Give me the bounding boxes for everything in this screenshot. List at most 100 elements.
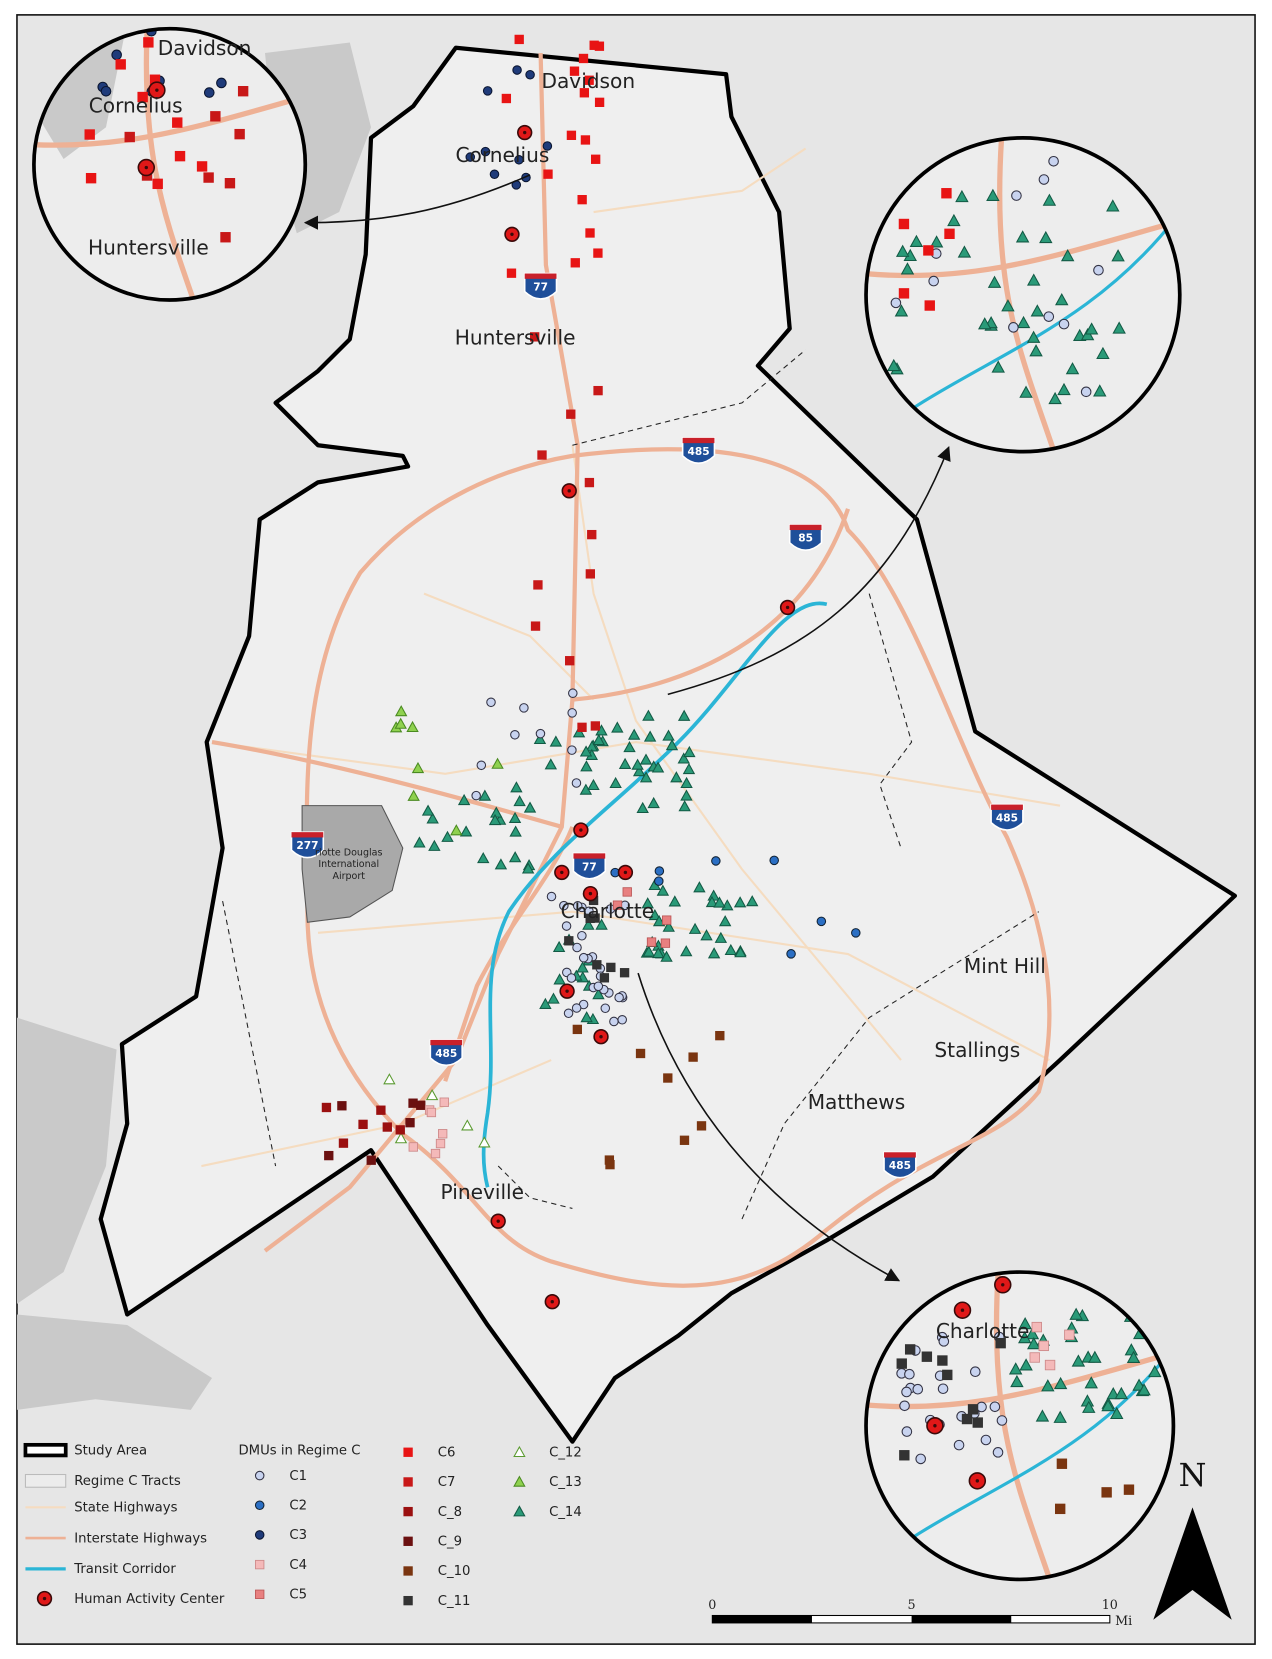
dmu-marker (542, 141, 553, 151)
dmu-marker (544, 758, 558, 770)
dmu-marker (593, 385, 603, 396)
dmu-marker (904, 1368, 915, 1380)
dmu-marker (579, 745, 593, 757)
dmu-marker (622, 887, 632, 897)
dmu-marker (382, 1122, 392, 1132)
dmu-marker (680, 776, 693, 789)
dmu-marker (566, 130, 577, 140)
dmu-marker (942, 1369, 953, 1381)
dmu-marker (733, 896, 747, 908)
dmu-marker (403, 1595, 413, 1606)
shield-top (789, 524, 822, 531)
dmu-marker (631, 758, 644, 770)
dmu-marker (895, 244, 910, 257)
interstate-shield: 485 (990, 803, 1024, 831)
shield-shape (788, 523, 823, 551)
dmu-marker (395, 1125, 405, 1135)
dmu-marker (152, 178, 163, 190)
legend-label: C3 (289, 1528, 307, 1543)
dmu-marker (480, 146, 491, 157)
dmu-marker (619, 968, 630, 978)
shield-label: 277 (296, 840, 318, 852)
dmu-marker (662, 915, 672, 925)
dmu-marker (1038, 174, 1050, 185)
dmu-marker (967, 1404, 979, 1415)
activity-center-dot (560, 870, 564, 875)
dmu-marker (494, 858, 508, 870)
dmu-marker (707, 947, 721, 959)
dmu-marker (530, 621, 541, 631)
dmu-marker (898, 288, 910, 299)
dmu-marker (174, 150, 186, 162)
place-label: Mint Hill (964, 954, 1046, 978)
activity-center-dot (510, 232, 514, 237)
inset-border (864, 135, 1182, 454)
dmu-marker (682, 762, 696, 775)
dmu-marker (1065, 362, 1080, 375)
dmu-marker (662, 920, 675, 932)
dmu-marker (1137, 1383, 1151, 1396)
inset-circle (866, 1272, 1174, 1580)
inset-border (32, 26, 308, 302)
dmu-marker (887, 358, 901, 372)
place-label: Pineville (441, 1180, 525, 1204)
legend-label: C_14 (549, 1505, 582, 1520)
dmu-marker (643, 730, 657, 742)
dmu-marker (924, 300, 935, 311)
dmu-marker (660, 938, 671, 948)
activity-center-dot (623, 870, 628, 875)
dmu-marker (1101, 1487, 1112, 1498)
legend-label: C_13 (549, 1475, 582, 1490)
dmu-marker (1084, 1376, 1098, 1389)
dmu-marker (679, 1135, 690, 1145)
dmu-marker (85, 172, 97, 184)
dmu-marker (1106, 199, 1120, 212)
dmu-marker (639, 753, 653, 765)
dmu-marker (1112, 321, 1126, 334)
inset-content (866, 137, 1180, 452)
dmu-marker (896, 1358, 907, 1369)
dmu-marker (955, 189, 969, 203)
dmu-marker (590, 721, 601, 731)
dmu-marker (923, 245, 934, 256)
dmu-marker (683, 745, 696, 758)
dmu-marker (579, 88, 590, 98)
dmu-marker (1082, 1400, 1096, 1413)
dmu-marker (1109, 1406, 1124, 1420)
dmu-marker (394, 1132, 408, 1144)
dmu-marker (961, 1413, 973, 1425)
dmu-marker (435, 1138, 446, 1149)
dmu-marker (904, 1344, 916, 1355)
interstate (997, 137, 1058, 452)
interstate (33, 87, 306, 148)
dmu-marker (403, 1536, 413, 1546)
shield-top (991, 804, 1023, 810)
dmu-marker (587, 529, 597, 540)
dmu-marker (1008, 1362, 1023, 1375)
dmu-marker (614, 992, 624, 1003)
dmu-marker (696, 1121, 707, 1131)
dmu-marker (921, 1351, 933, 1362)
activity-center-dot (599, 1035, 603, 1039)
dmu-marker (1088, 1350, 1102, 1363)
scale-label: 5 (908, 1597, 916, 1612)
legend-swatch (24, 1473, 67, 1488)
dmu-marker (713, 896, 726, 908)
dmu-marker (224, 178, 236, 189)
dmu-marker (578, 952, 589, 963)
dmu-marker (612, 900, 623, 910)
dmu-marker (461, 1119, 474, 1131)
dmu-marker (510, 781, 523, 793)
legend-label: C6 (438, 1445, 456, 1460)
dmu-marker (403, 1506, 413, 1517)
dmu-marker (894, 304, 909, 317)
dmu-marker (1069, 1307, 1083, 1320)
dmu-marker (1016, 315, 1031, 329)
shield-shape (681, 437, 716, 465)
dmu-marker (416, 1100, 426, 1110)
dmu-marker (255, 1559, 265, 1570)
shield-label: 77 (533, 281, 548, 293)
dmu-marker (533, 732, 547, 745)
dmu-marker (635, 1048, 646, 1059)
dmu-marker (693, 881, 706, 893)
